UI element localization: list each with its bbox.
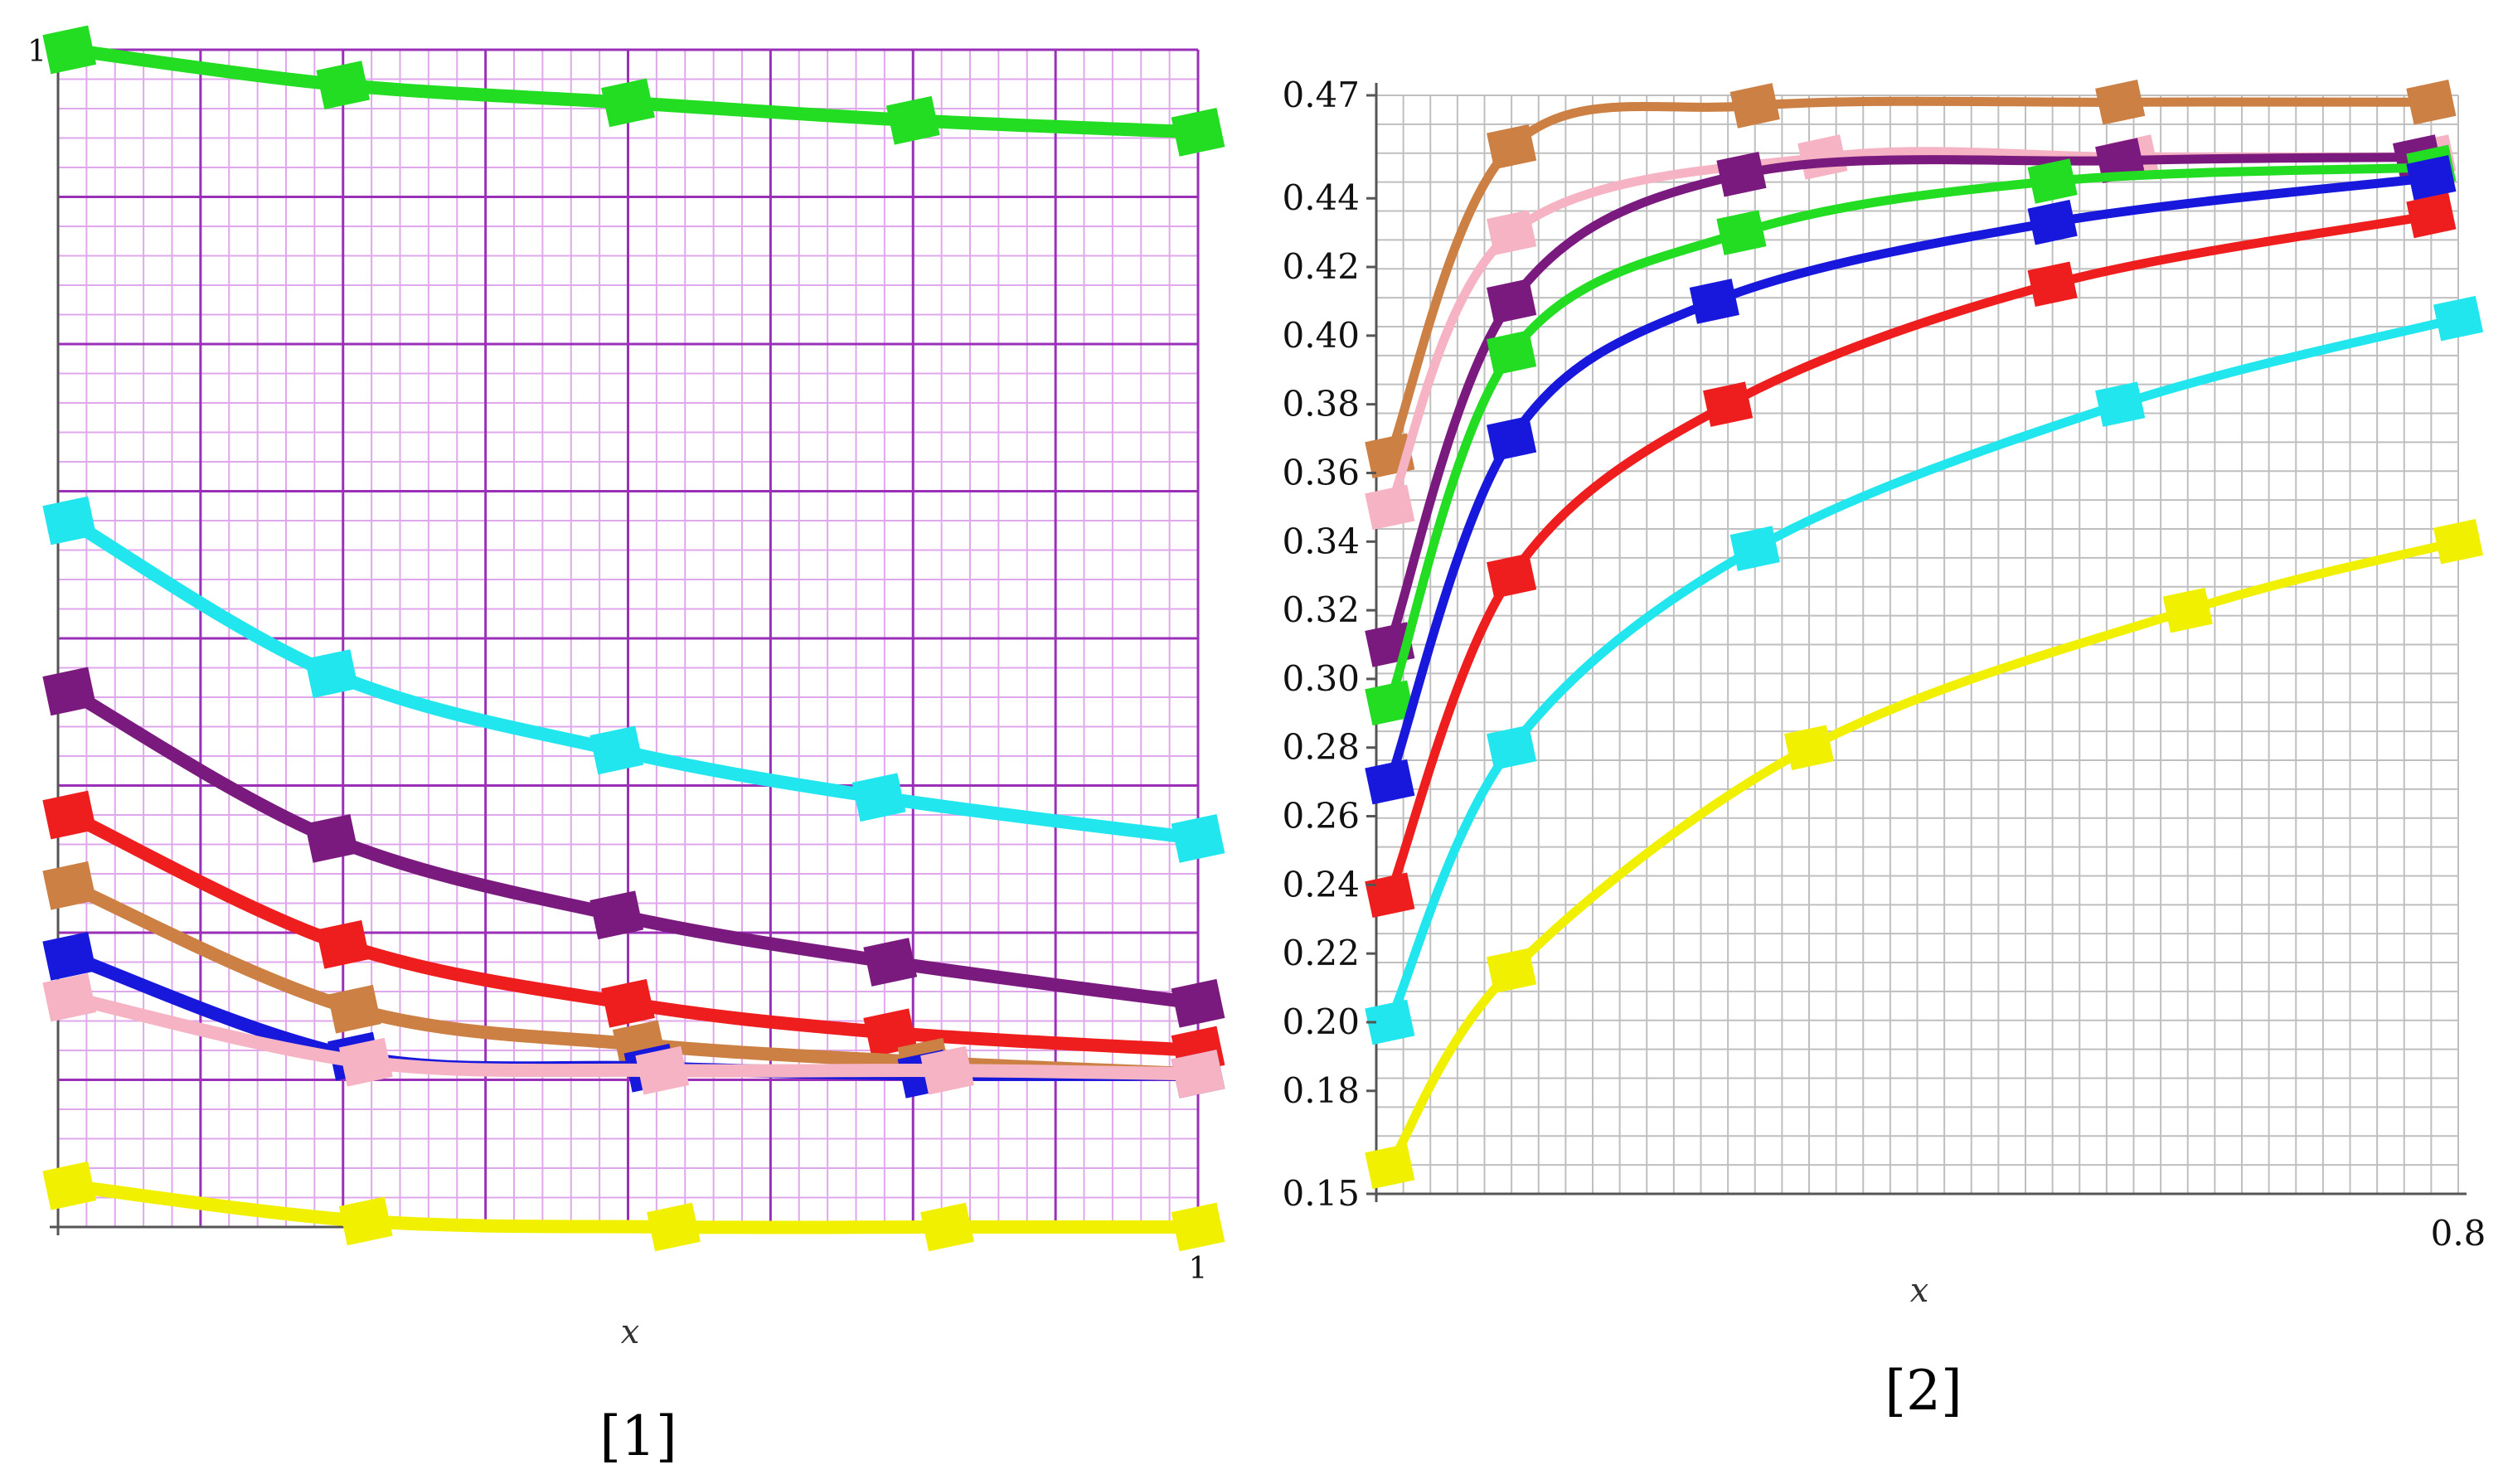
data-point-red-0: [42, 790, 97, 840]
y-tick-label: 1: [27, 35, 46, 69]
panel-1-tick-labels: 11: [27, 35, 1207, 1286]
data-point-cyan-3: [2095, 381, 2146, 427]
data-point-cyan-4: [2433, 295, 2484, 342]
data-point-red-4: [2406, 192, 2457, 239]
data-point-green-2: [601, 78, 655, 128]
data-point-green-1: [316, 61, 371, 109]
data-point-cyan-2: [1729, 526, 1780, 571]
data-point-brown-2: [1729, 83, 1780, 129]
data-point-purple-4: [1171, 978, 1225, 1028]
data-point-purple-1: [1487, 279, 1537, 324]
data-point-cyan-0: [42, 496, 97, 546]
data-point-red-3: [2027, 261, 2078, 308]
panel-1-series-group: [42, 25, 1225, 1252]
y-tick-label: 0.15: [1282, 1173, 1360, 1214]
data-point-green-2: [1716, 210, 1767, 255]
y-tick-label: 0.26: [1282, 796, 1360, 837]
panel-2-grid: [1375, 95, 2459, 1195]
panel-2-series-group: [1365, 80, 2484, 1190]
data-point-brown-4: [2406, 80, 2457, 125]
data-point-blue-0: [1365, 759, 1415, 805]
y-tick-label: 0.42: [1282, 246, 1360, 287]
data-point-green-1: [1487, 330, 1537, 376]
data-point-green-4: [1171, 108, 1225, 157]
data-point-brown-3: [2095, 80, 2146, 125]
y-tick-label: 0.36: [1282, 452, 1360, 492]
y-tick-label: 0.20: [1282, 1001, 1360, 1042]
data-point-green-3: [885, 95, 940, 145]
data-point-pink-1: [1487, 210, 1537, 255]
y-tick-label: 0.32: [1282, 589, 1360, 630]
data-point-yellow-2: [647, 1202, 701, 1252]
data-point-pink-0: [42, 972, 97, 1022]
x-tick-label: 1: [1189, 1252, 1208, 1286]
y-tick-label: 0.30: [1282, 658, 1360, 699]
data-point-pink-0: [1365, 484, 1415, 531]
data-point-red-1: [1487, 553, 1537, 599]
data-point-brown-0: [42, 861, 97, 910]
data-point-yellow-4: [2433, 519, 2484, 565]
data-point-yellow-3: [920, 1202, 974, 1252]
data-point-yellow-1: [1487, 948, 1537, 994]
data-point-blue-4: [2406, 155, 2457, 201]
panel-2-tick-labels: 0.15 0.18 0.20 0.22 0.24 0.26 0.28 0.30 0.32 0.34…: [1282, 75, 2486, 1254]
x-tick-label: 0.8: [2431, 1213, 2486, 1254]
data-point-pink-4: [1171, 1050, 1225, 1098]
data-point-yellow-0: [42, 1161, 97, 1210]
y-tick-label: 0.22: [1282, 933, 1360, 973]
data-point-cyan-3: [851, 773, 906, 822]
data-point-cyan-0: [1365, 999, 1415, 1045]
data-point-red-3: [863, 1008, 918, 1058]
data-point-cyan-1: [304, 649, 359, 698]
panel-1-x-axis-label: x: [621, 1313, 640, 1351]
y-tick-label: 0.28: [1282, 727, 1360, 768]
data-point-purple-2: [1716, 151, 1767, 197]
data-point-cyan-2: [589, 725, 644, 775]
data-point-pink-1: [338, 1037, 393, 1087]
data-point-yellow-2: [1783, 725, 1835, 770]
data-point-yellow-0: [1365, 1143, 1415, 1190]
data-point-blue-0: [42, 932, 97, 981]
data-point-brown-1: [1487, 124, 1537, 170]
data-point-red-2: [601, 978, 655, 1028]
y-tick-label: 0.38: [1282, 384, 1360, 424]
data-point-red-0: [1365, 872, 1415, 919]
data-point-brown-1: [327, 984, 381, 1034]
panel-2-x-axis-label: x: [1910, 1272, 1929, 1310]
data-point-purple-2: [589, 890, 644, 940]
data-point-red-2: [1703, 381, 1754, 427]
y-tick-label: 0.40: [1282, 315, 1360, 356]
y-tick-label: 0.44: [1282, 177, 1360, 218]
data-point-cyan-1: [1487, 725, 1537, 770]
data-point-blue-1: [1487, 415, 1537, 462]
y-tick-label: 0.18: [1282, 1070, 1360, 1111]
data-point-yellow-3: [2162, 587, 2213, 633]
data-point-pink-3: [920, 1045, 974, 1095]
data-point-red-1: [316, 919, 371, 969]
data-point-yellow-1: [338, 1196, 393, 1246]
data-point-green-3: [2027, 158, 2078, 204]
data-point-cyan-4: [1171, 814, 1225, 863]
data-point-purple-3: [863, 938, 918, 987]
data-point-pink-2: [635, 1045, 690, 1095]
data-point-green-0: [1365, 680, 1415, 726]
data-point-purple-0: [42, 667, 97, 716]
data-point-blue-3: [2027, 199, 2078, 245]
panel-1-caption: [1]: [599, 1404, 677, 1468]
y-tick-label: 0.34: [1282, 521, 1360, 561]
data-point-yellow-4: [1171, 1202, 1225, 1252]
chart-panel-2: 0.15 0.18 0.20 0.22 0.24 0.26 0.28 0.30 0.32 0.34…: [1282, 75, 2486, 1423]
panel-2-caption: [2]: [1885, 1359, 1962, 1423]
data-point-blue-2: [1689, 279, 1739, 324]
chart-panel-1: 11 x [1]: [27, 25, 1225, 1468]
y-tick-label: 0.24: [1282, 864, 1360, 904]
y-tick-label: 0.47: [1282, 75, 1360, 115]
data-point-purple-1: [304, 814, 359, 863]
data-point-green-0: [42, 25, 97, 75]
